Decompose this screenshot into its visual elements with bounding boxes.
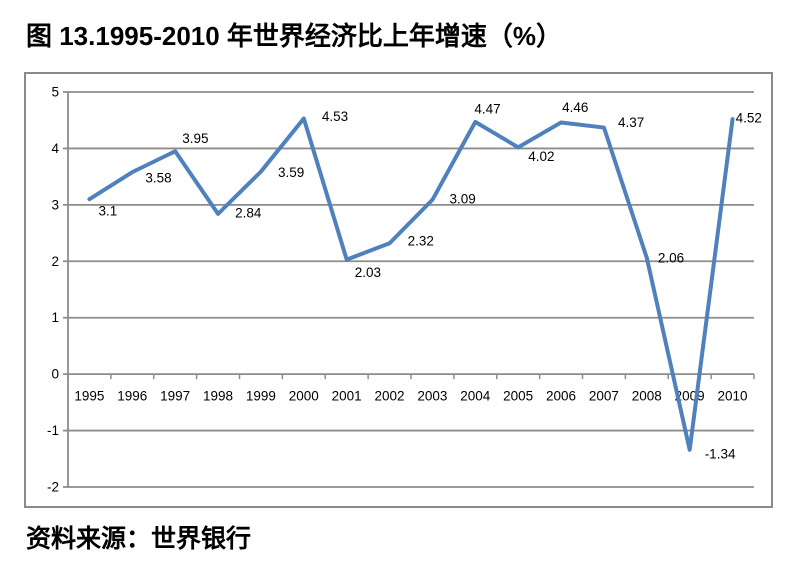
- x-axis-label: 2000: [289, 389, 319, 404]
- x-axis-label: 2005: [503, 389, 533, 404]
- data-label: 4.02: [528, 149, 554, 164]
- data-label: 3.59: [278, 165, 304, 180]
- x-axis-label: 2002: [375, 389, 405, 404]
- figure-title: 图 13.1995-2010 年世界经济比上年增速（%）: [26, 21, 563, 51]
- data-label: 2.32: [408, 234, 434, 249]
- x-axis-label: 2001: [332, 389, 362, 404]
- x-axis-label: 2004: [460, 389, 491, 404]
- data-label: 3.95: [182, 131, 208, 146]
- chart-frame: 5 4 3 2 1 0 -1 -2 1995 1996 1997 1998 1999 2000 2001 20…: [24, 72, 773, 508]
- data-label: 3.58: [145, 171, 171, 186]
- x-axis-label: 1997: [160, 389, 190, 404]
- y-axis-label: 0: [51, 367, 59, 382]
- x-axis-label: 2010: [718, 389, 748, 404]
- data-label: 4.46: [562, 100, 588, 115]
- data-label: 2.84: [235, 205, 262, 220]
- x-axis-label: 2006: [546, 389, 576, 404]
- data-label: 2.06: [658, 250, 684, 265]
- source-note: 资料来源：世界银行: [26, 525, 252, 553]
- x-axis-label: 1999: [246, 389, 276, 404]
- y-axis-label: 1: [51, 310, 59, 325]
- data-label: 2.03: [355, 265, 381, 280]
- x-axis-label: 2008: [632, 389, 662, 404]
- data-line: [87, 116, 735, 452]
- y-axis-label: 2: [51, 254, 59, 269]
- data-label: 3.1: [98, 204, 117, 219]
- y-axis-label: 3: [51, 197, 59, 212]
- data-label: 4.52: [736, 111, 762, 126]
- y-axis-label: 5: [51, 85, 59, 100]
- y-axis-label: -2: [47, 480, 59, 495]
- x-axis-label: 2007: [589, 389, 619, 404]
- data-label: 4.37: [618, 115, 644, 130]
- growth-line-chart: 5 4 3 2 1 0 -1 -2 1995 1996 1997 1998 1999 2000 2001 20…: [47, 85, 762, 495]
- y-axis-label: 4: [51, 141, 59, 156]
- x-axis-label: 1996: [117, 389, 147, 404]
- x-axis-label: 2003: [417, 389, 447, 404]
- data-label: 4.47: [474, 101, 500, 116]
- data-label: 3.09: [449, 191, 475, 206]
- data-label: -1.34: [705, 446, 736, 461]
- y-axis-label: -1: [47, 423, 59, 438]
- data-label: 4.53: [322, 109, 348, 124]
- x-axis-label: 1998: [203, 389, 233, 404]
- x-axis-label: 1995: [74, 389, 104, 404]
